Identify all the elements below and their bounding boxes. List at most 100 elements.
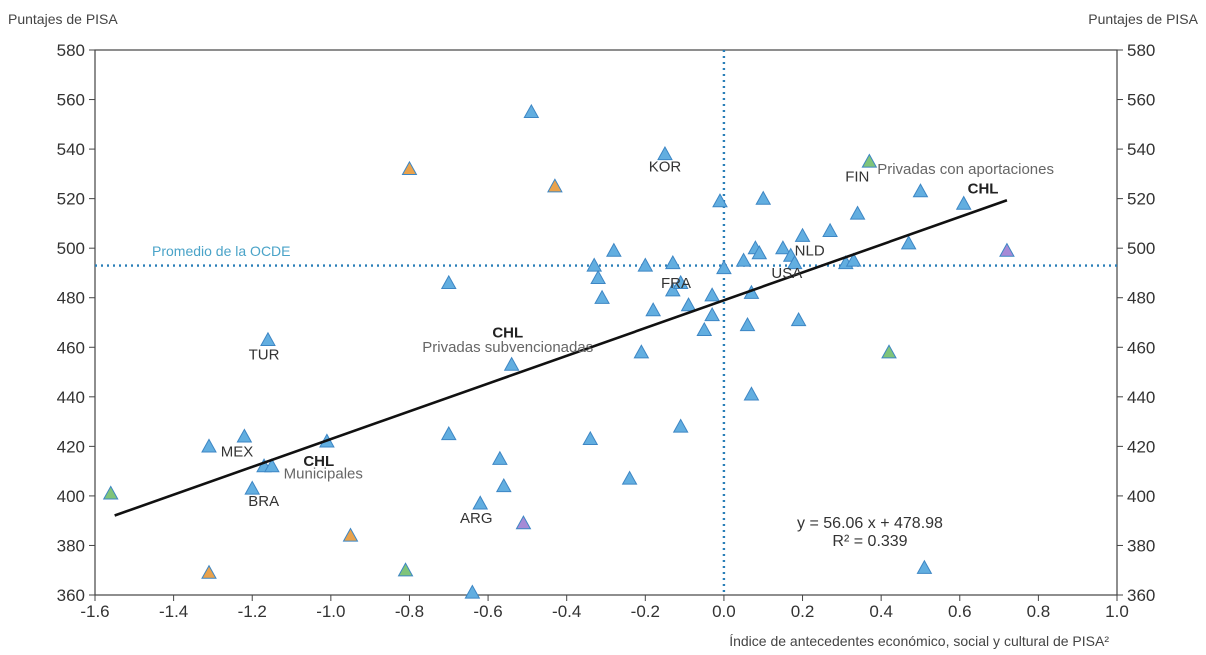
point-label: NLD xyxy=(795,243,825,260)
data-point xyxy=(515,515,532,530)
point-label: ARG xyxy=(460,510,493,527)
x-tick-label: -0.8 xyxy=(395,602,424,621)
data-point xyxy=(657,146,673,161)
data-point xyxy=(712,193,728,208)
data-point xyxy=(790,311,807,327)
point-label: FIN xyxy=(845,168,869,185)
x-axis-title: Índice de antecedentes económico, social… xyxy=(729,633,1109,649)
data-point xyxy=(472,495,489,510)
data-point xyxy=(704,307,720,322)
y-tick-label-right: 480 xyxy=(1127,289,1155,308)
data-point xyxy=(102,485,119,500)
regression-r2: R² = 0.339 xyxy=(832,533,907,550)
x-tick-label: -0.4 xyxy=(552,602,581,621)
data-point xyxy=(260,331,276,346)
data-point xyxy=(704,287,720,302)
y-axis-title-right: Puntajes de PISA xyxy=(1088,11,1198,27)
data-point xyxy=(696,321,713,337)
point-label: CHL xyxy=(303,453,334,470)
y-tick-label-right: 500 xyxy=(1127,239,1155,258)
data-point xyxy=(743,386,760,401)
x-tick-label: -0.6 xyxy=(473,602,502,621)
x-tick-label: -1.2 xyxy=(238,602,267,621)
x-tick-label: 0.4 xyxy=(869,602,893,621)
data-point xyxy=(201,438,217,453)
data-point xyxy=(794,227,811,242)
data-point xyxy=(244,480,261,495)
data-point xyxy=(606,242,622,257)
point-label: BRA xyxy=(248,493,279,510)
data-point xyxy=(464,584,481,599)
y-tick-label-left: 360 xyxy=(57,586,85,605)
point-label: Privadas con aportaciones xyxy=(877,161,1054,178)
data-point xyxy=(912,183,929,198)
data-point xyxy=(440,425,457,441)
data-point xyxy=(590,269,606,285)
data-point xyxy=(751,245,768,260)
point-label: Municipales xyxy=(284,466,363,483)
oecd-average-label: Promedio de la OCDE xyxy=(152,243,291,259)
data-point xyxy=(637,257,654,272)
y-tick-label-left: 460 xyxy=(57,338,85,357)
data-point xyxy=(236,428,253,443)
data-point xyxy=(645,302,662,317)
data-point xyxy=(503,356,520,371)
y-tick-label-right: 360 xyxy=(1127,586,1155,605)
y-tick-label-left: 380 xyxy=(57,536,85,555)
y-tick-label-left: 420 xyxy=(57,437,85,456)
data-point xyxy=(999,242,1015,257)
data-point xyxy=(342,527,359,542)
y-tick-label-left: 440 xyxy=(57,388,85,407)
plot-frame xyxy=(94,49,1118,596)
y-tick-label-right: 560 xyxy=(1127,91,1155,110)
x-tick-label: 0.8 xyxy=(1027,602,1051,621)
data-point xyxy=(264,458,280,473)
data-point xyxy=(397,562,414,577)
data-point xyxy=(716,259,732,275)
y-tick-label-right: 380 xyxy=(1127,536,1155,555)
regression-line xyxy=(114,199,1008,517)
point-label: KOR xyxy=(649,158,682,175)
data-point xyxy=(739,316,756,332)
x-tick-label: 0.0 xyxy=(712,602,736,621)
x-tick-label: -0.2 xyxy=(631,602,660,621)
data-point xyxy=(881,344,897,359)
data-point xyxy=(633,344,650,359)
y-tick-label-right: 440 xyxy=(1127,388,1155,407)
data-point xyxy=(594,289,610,304)
x-tick-label: 1.0 xyxy=(1105,602,1129,621)
y-tick-label-left: 500 xyxy=(57,239,85,258)
data-point xyxy=(664,255,681,270)
point-label: CHL xyxy=(968,181,999,198)
data-point xyxy=(664,282,681,297)
data-point xyxy=(955,195,972,210)
point-label: FRA xyxy=(661,275,691,292)
data-point xyxy=(586,257,603,272)
data-point xyxy=(523,103,540,119)
data-point xyxy=(201,564,217,579)
data-point xyxy=(849,205,866,220)
data-point xyxy=(775,240,791,255)
data-point xyxy=(786,255,803,270)
data-point xyxy=(621,470,638,485)
x-tick-label: -1.6 xyxy=(80,602,109,621)
data-point xyxy=(547,178,563,193)
y-tick-label-right: 460 xyxy=(1127,338,1155,357)
data-point xyxy=(845,252,862,267)
x-tick-label: -1.4 xyxy=(159,602,188,621)
data-point xyxy=(440,274,457,289)
data-point xyxy=(495,477,512,493)
data-point xyxy=(401,160,418,176)
data-point xyxy=(582,430,599,446)
y-tick-label-right: 580 xyxy=(1127,41,1155,60)
y-tick-label-left: 540 xyxy=(57,140,85,159)
point-label: MEX xyxy=(221,443,254,460)
y-tick-label-right: 420 xyxy=(1127,437,1155,456)
point-label: CHL xyxy=(492,324,523,341)
data-point xyxy=(492,450,508,465)
y-tick-label-right: 520 xyxy=(1127,190,1155,209)
data-point xyxy=(755,190,772,205)
data-point xyxy=(672,274,689,289)
data-point xyxy=(916,559,933,574)
